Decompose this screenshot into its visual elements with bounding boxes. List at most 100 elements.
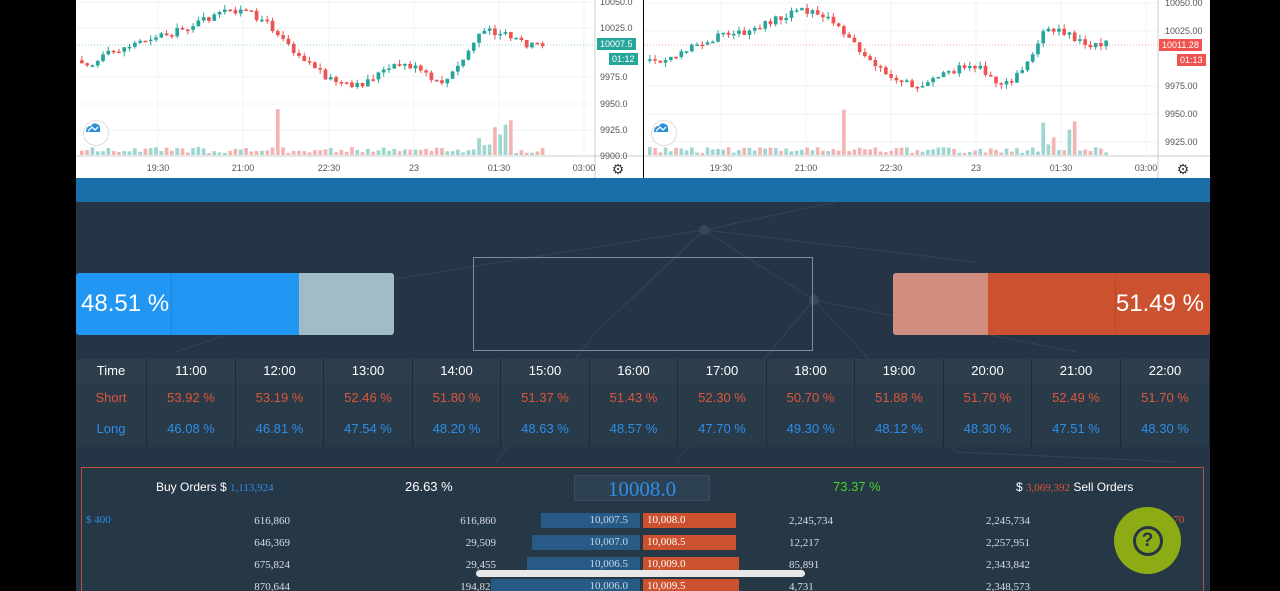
long-ratio-bar: 48.51 %	[76, 273, 394, 335]
time-axis-label: 03:00	[573, 163, 596, 173]
short-ratio-cell: 51.88 %	[855, 383, 944, 413]
price-axis-label: 10050.0	[600, 0, 633, 7]
price-axis-label: 9925.00	[1165, 137, 1198, 147]
ask-price-bar: 10,008.5	[643, 535, 736, 550]
short-ratio-cell: 51.70 %	[1121, 383, 1210, 413]
long-ratio-cell: 47.51 %	[1032, 413, 1121, 447]
short-ratio-cell: 52.49 %	[1032, 383, 1121, 413]
long-ratio-cell: 47.70 %	[678, 413, 767, 447]
hour-header-cell: 21:00	[1032, 359, 1121, 383]
bid-price-bar: 10,006.5	[527, 557, 640, 572]
time-axis-label: 03:00	[1135, 163, 1158, 173]
hour-header-cell: 20:00	[944, 359, 1032, 383]
sell-orders-label: Sell Orders	[1073, 480, 1134, 494]
short-ratio-cell: 51.70 %	[944, 383, 1032, 413]
home-indicator[interactable]	[476, 570, 805, 577]
long-ratio-cell: 46.08 %	[147, 413, 236, 447]
time-axis-label: 21:00	[232, 163, 255, 173]
buy-orders-total: 1,113,924	[230, 482, 274, 494]
price-axis-label: 9925.0	[600, 125, 628, 135]
ask-cumulative: 2,257,951	[986, 537, 1030, 549]
hour-header-cell: 16:00	[590, 359, 678, 383]
order-book-row: 675,824 29,455 10,006.5 10,009.0 85,891 2,343…	[82, 554, 1203, 576]
order-book-row: 646,369 29,509 10,007.0 10,008.5 12,217 2,257…	[82, 532, 1203, 554]
short-percentage: 51.49 %	[1115, 290, 1204, 317]
ask-size: 2,245,734	[789, 515, 833, 527]
hourly-ratio-table: Time 11:00 12:00 13:00 14:00 15:00 16:00 17:00 1…	[76, 359, 1210, 447]
table-row-long: Long 46.08 % 46.81 % 47.54 % 48.20 % 48.63 % 4…	[76, 413, 1210, 447]
countdown-tag: 01:12	[609, 53, 638, 65]
long-row-label: Long	[76, 413, 147, 447]
time-axis-label: 23	[409, 163, 419, 173]
help-button[interactable]: ?	[1114, 507, 1181, 574]
short-ratio-cell: 50.70 %	[767, 383, 855, 413]
short-ratio-cell: 53.19 %	[236, 383, 324, 413]
ask-price-bar: 10,009.5	[643, 579, 739, 591]
short-row-label: Short	[76, 383, 147, 413]
center-frame	[473, 257, 813, 351]
ask-cumulative: 2,348,573	[986, 581, 1030, 591]
short-ratio-cell: 51.80 %	[413, 383, 501, 413]
chart-logo-icon	[83, 120, 109, 146]
chart-settings-gear-icon[interactable]: ⚙	[611, 161, 625, 177]
bid-price-bar: 10,007.5	[541, 513, 640, 528]
buy-percentage: 26.63 %	[405, 479, 453, 494]
hour-header-cell: 22:00	[1121, 359, 1210, 383]
price-axis-label: 9950.0	[600, 99, 628, 109]
time-axis-label: 19:30	[710, 163, 733, 173]
time-axis-label: 19:30	[147, 163, 170, 173]
table-header-row: Time 11:00 12:00 13:00 14:00 15:00 16:00 17:00 1…	[76, 359, 1210, 383]
ask-cumulative: 2,343,842	[986, 559, 1030, 571]
buy-orders-summary: Buy Orders $ 1,113,924	[156, 480, 274, 494]
ask-price-bar: 10,008.0	[643, 513, 736, 528]
candlestick-chart-right[interactable]: 10050.00 10025.00 9975.00 9950.00 9925.00 19:…	[644, 0, 1210, 178]
long-ratio-cell: 48.12 %	[855, 413, 944, 447]
section-divider	[76, 178, 1210, 202]
price-axis-label: 10025.00	[1165, 26, 1203, 36]
candlestick-chart-left[interactable]: 10050.0 10025.0 9975.0 9950.0 9925.0 9900.0 19…	[76, 0, 643, 178]
time-header-label: Time	[76, 359, 147, 383]
hour-header-cell: 11:00	[147, 359, 236, 383]
time-axis-label: 01:30	[488, 163, 511, 173]
bid-cumulative: 616,860	[254, 515, 290, 527]
price-axis-label: 9975.00	[1165, 81, 1198, 91]
hour-header-cell: 14:00	[413, 359, 501, 383]
current-price-tag: 10007.5	[597, 38, 636, 50]
table-row-short: Short 53.92 % 53.19 % 52.46 % 51.80 % 51.37 %…	[76, 383, 1210, 413]
time-axis-label: 21:00	[795, 163, 818, 173]
buy-orders-label: Buy Orders $	[156, 480, 227, 494]
hour-header-cell: 17:00	[678, 359, 767, 383]
time-axis-label: 01:30	[1050, 163, 1073, 173]
bid-size: 29,455	[465, 559, 496, 571]
long-ratio-cell: 48.30 %	[944, 413, 1032, 447]
order-book-row: 616,860 616,860 10,007.5 10,008.0 2,245,734 2…	[82, 510, 1203, 532]
ask-size: 12,217	[789, 537, 820, 549]
bid-size: 616,860	[460, 515, 496, 527]
order-book-header: Buy Orders $ 1,113,924 26.63 % 10008.0 7…	[82, 468, 1203, 508]
ask-size: 4,731	[789, 581, 814, 591]
current-price-tag: 10011.28	[1159, 39, 1202, 51]
bid-cumulative: 870,644	[254, 581, 290, 591]
ask-price-bar: 10,009.0	[643, 557, 739, 572]
sell-orders-prefix: $	[1016, 480, 1023, 494]
price-chart-left[interactable]: 10050.0 10025.0 9975.0 9950.0 9925.0 9900.0 19…	[76, 0, 643, 178]
price-chart-right[interactable]: 10050.00 10025.00 9975.00 9950.00 9925.00 19:…	[644, 0, 1210, 178]
bid-cumulative: 646,369	[254, 537, 290, 549]
long-ratio-cell: 46.81 %	[236, 413, 324, 447]
long-ratio-cell: 48.57 %	[590, 413, 678, 447]
time-axis-label: 23	[971, 163, 981, 173]
short-ratio-cell: 51.37 %	[501, 383, 590, 413]
bid-cumulative: 675,824	[254, 559, 290, 571]
ask-cumulative: 2,245,734	[986, 515, 1030, 527]
long-ratio-cell: 47.54 %	[324, 413, 413, 447]
long-ratio-cell: 48.63 %	[501, 413, 590, 447]
sell-percentage: 73.37 %	[833, 479, 881, 494]
hour-header-cell: 12:00	[236, 359, 324, 383]
hour-header-cell: 15:00	[501, 359, 590, 383]
hour-header-cell: 19:00	[855, 359, 944, 383]
bid-size: 194,820	[460, 581, 496, 591]
chart-settings-gear-icon[interactable]: ⚙	[1176, 161, 1190, 177]
order-book-row: 870,644 194,820 10,006.0 10,009.5 4,731 2,348…	[82, 576, 1203, 591]
mid-price: 10008.0	[574, 475, 710, 501]
